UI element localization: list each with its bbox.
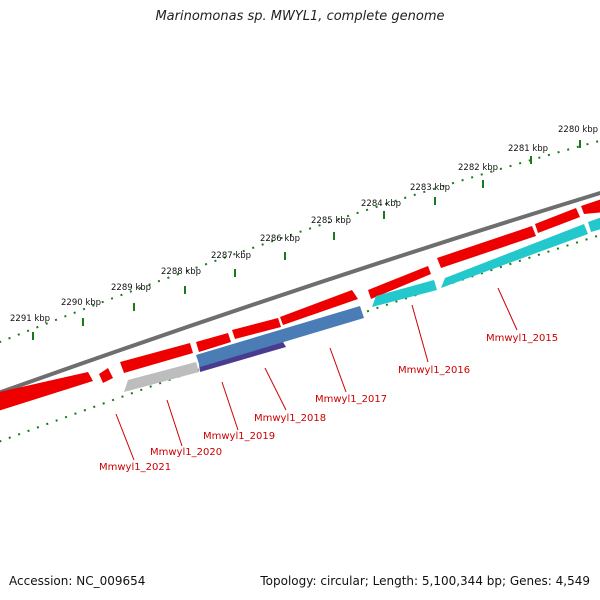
- gene-cyan-3[interactable]: [588, 216, 600, 232]
- gene-leader-line: [497, 287, 518, 331]
- gene-leader-line: [221, 381, 239, 431]
- map-title: Marinomonas sp. MWYL1, complete genome: [155, 9, 445, 24]
- gene-label[interactable]: Mmwyl1_2017: [315, 394, 387, 405]
- kbp-label: 2282 kbp: [458, 163, 498, 173]
- forward-genes: [0, 198, 600, 412]
- major-ticks: [32, 140, 581, 340]
- kbp-label: 2284 kbp: [361, 199, 401, 209]
- gene-leader-line: [329, 347, 347, 393]
- kbp-label: 2281 kbp: [508, 144, 548, 154]
- accession-text: Accession: NC_009654: [9, 574, 146, 588]
- gene-forward-5[interactable]: [232, 318, 281, 339]
- gene-label[interactable]: Mmwyl1_2019: [203, 431, 275, 442]
- gene-label[interactable]: Mmwyl1_2016: [398, 365, 470, 376]
- gene-forward-3[interactable]: [120, 343, 193, 373]
- kbp-label: 2286 kbp: [260, 234, 300, 244]
- gene-label[interactable]: Mmwyl1_2020: [150, 447, 222, 458]
- gene-blue[interactable]: [196, 306, 364, 367]
- gene-labels: Mmwyl1_2015 Mmwyl1_2016 Mmwyl1_2017 Mmwyl1_…: [99, 333, 558, 473]
- gene-purple[interactable]: [199, 342, 286, 372]
- gene-forward-2[interactable]: [99, 368, 113, 383]
- outer-tick-track: [0, 139, 600, 344]
- gene-cyan-1[interactable]: [372, 280, 437, 307]
- gene-leader-line: [411, 304, 429, 363]
- gene-label[interactable]: Mmwyl1_2021: [99, 462, 171, 473]
- gene-cyan-2[interactable]: [441, 224, 588, 288]
- gene-label[interactable]: Mmwyl1_2018: [254, 413, 326, 424]
- gene-label-leaders: [115, 287, 518, 461]
- genome-summary-text: Topology: circular; Length: 5,100,344 bp…: [260, 574, 590, 588]
- gene-forward-6[interactable]: [280, 290, 358, 325]
- gene-forward-4[interactable]: [196, 333, 231, 352]
- gene-forward-1[interactable]: [0, 372, 93, 412]
- kbp-labels: 2280 kbp 2281 kbp 2282 kbp 2283 kbp 2284 kbp…: [10, 125, 598, 324]
- kbp-label: 2291 kbp: [10, 314, 50, 324]
- kbp-label: 2280 kbp: [558, 125, 598, 135]
- gene-forward-7[interactable]: [368, 266, 431, 299]
- genome-backbone: [0, 190, 600, 395]
- gene-gray[interactable]: [124, 362, 199, 392]
- gene-forward-8[interactable]: [437, 226, 536, 268]
- gene-forward-9[interactable]: [535, 208, 580, 233]
- kbp-label: 2288 kbp: [161, 267, 201, 277]
- gene-leader-line: [166, 399, 183, 447]
- gene-leader-line: [115, 413, 135, 461]
- kbp-label: 2289 kbp: [111, 283, 151, 293]
- gene-forward-10[interactable]: [581, 198, 600, 214]
- gene-label[interactable]: Mmwyl1_2015: [486, 333, 558, 344]
- kbp-label: 2283 kbp: [410, 183, 450, 193]
- kbp-label: 2290 kbp: [61, 298, 101, 308]
- gene-leader-line: [264, 367, 287, 411]
- kbp-label: 2285 kbp: [311, 216, 351, 226]
- kbp-label: 2287 kbp: [211, 251, 251, 261]
- inner-genes: [124, 216, 600, 392]
